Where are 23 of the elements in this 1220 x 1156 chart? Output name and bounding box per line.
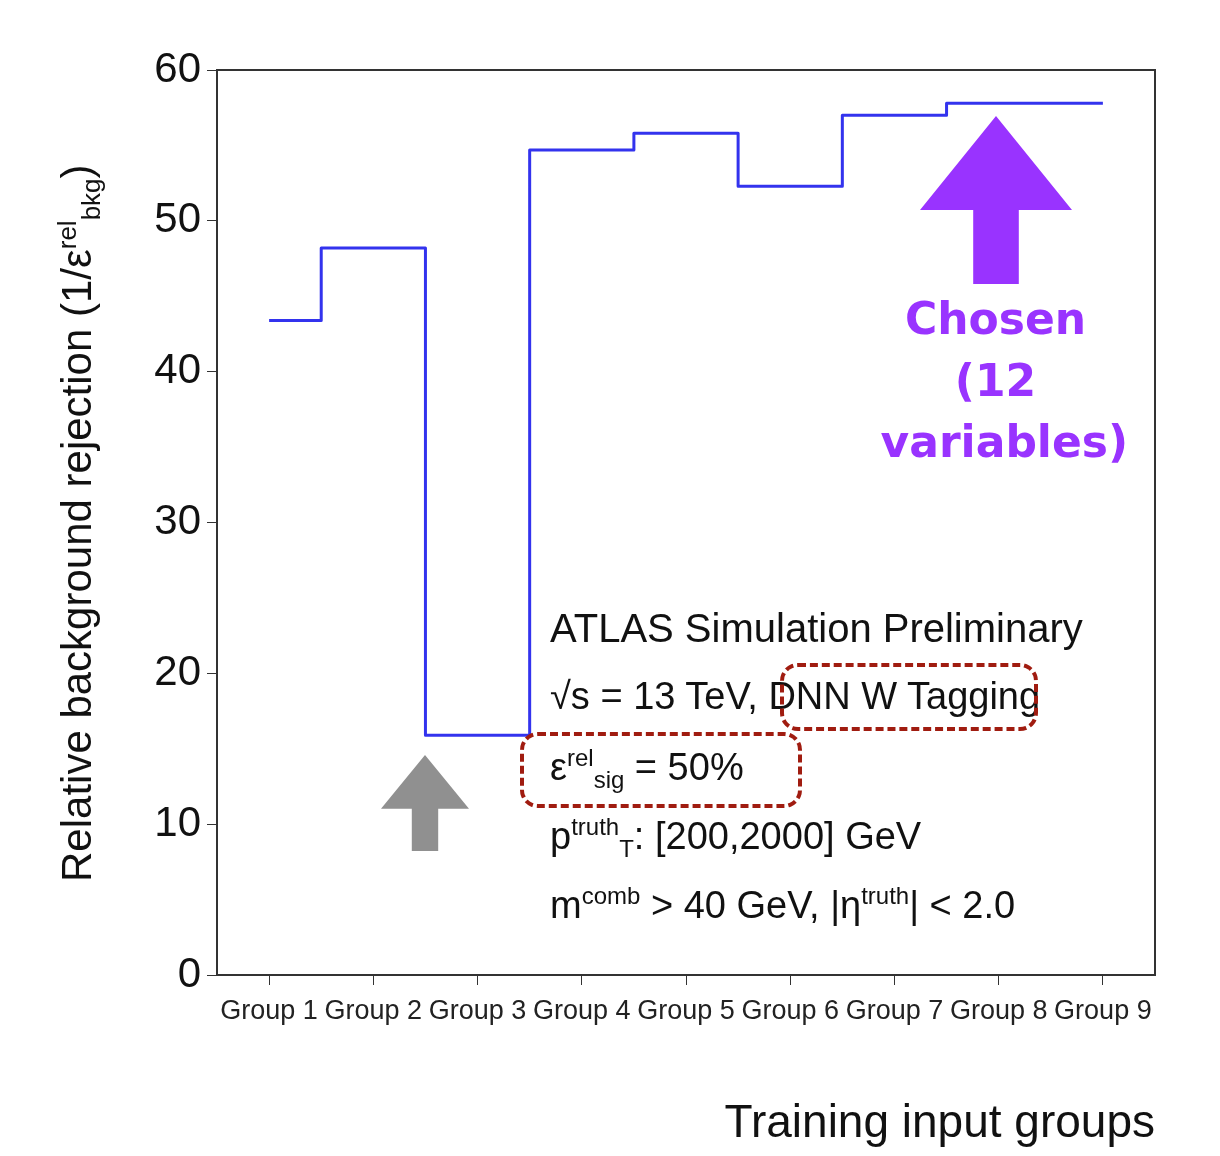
x-tick-label: Group 6 xyxy=(741,994,839,1025)
x-tick-label: Group 5 xyxy=(637,994,735,1025)
y-tick-label: 50 xyxy=(154,194,201,242)
y-tick-label: 0 xyxy=(177,948,201,996)
x-tick-label: Group 8 xyxy=(949,994,1048,1025)
x-tick-label: Group 1 xyxy=(220,994,318,1025)
x-tick-label: Group 7 xyxy=(845,994,944,1025)
x-axis-title: Training input groups xyxy=(724,1095,1155,1148)
x-tick-label: Group 3 xyxy=(428,994,527,1025)
x-tick-label: Group 9 xyxy=(1054,994,1152,1025)
y-tick-label: 60 xyxy=(154,43,201,91)
y-tick-label: 20 xyxy=(154,646,201,694)
x-tick-label: Group 4 xyxy=(533,994,631,1025)
annotation: ATLAS Simulation Preliminary xyxy=(550,606,1083,650)
x-tick-label: Group 2 xyxy=(324,994,423,1025)
annotation: Chosen (12 variables) xyxy=(880,292,1129,470)
annotation: p$^{truth}$$_{T}$: [200,2000] GeV xyxy=(550,813,922,863)
y-tick-label: 30 xyxy=(154,496,201,544)
y-tick-label: 40 xyxy=(154,345,201,393)
y-tick-label: 10 xyxy=(154,797,201,845)
annotation: ε$^{rel}$$_{sig}$ = 50% xyxy=(550,744,744,794)
annotation: √s = 13 TeV, DNN W Tagging xyxy=(550,675,1041,717)
annotation: m$^{comb}$ > 40 GeV, |η$^{truth}$| < 2.0 xyxy=(550,882,1016,926)
